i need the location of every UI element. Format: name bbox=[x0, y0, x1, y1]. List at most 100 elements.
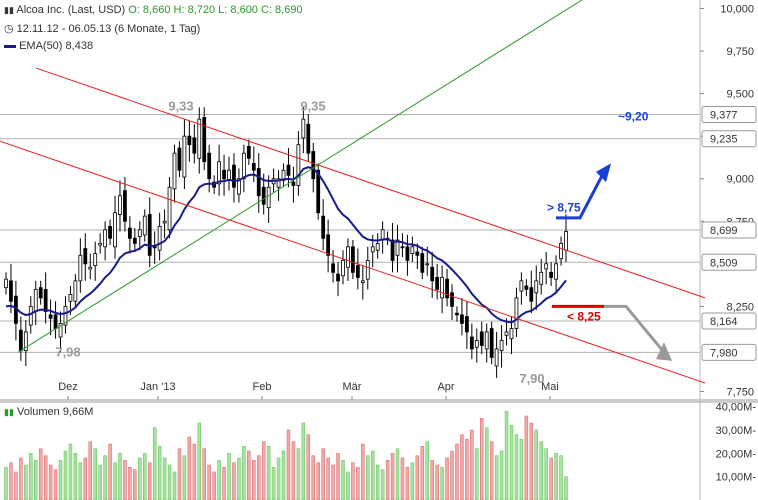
volume-bar bbox=[58, 460, 63, 500]
candle-body bbox=[172, 152, 177, 190]
volume-bar bbox=[395, 448, 400, 500]
volume-bar bbox=[157, 446, 162, 500]
volume-bar bbox=[544, 448, 548, 500]
candle-body bbox=[544, 263, 549, 270]
volume-bar bbox=[460, 434, 464, 500]
volume-bar bbox=[118, 453, 122, 500]
candle-body bbox=[390, 239, 395, 261]
volume-bar bbox=[103, 455, 107, 500]
candle-body bbox=[63, 305, 68, 326]
candle-body bbox=[395, 239, 400, 256]
candle-body bbox=[232, 164, 236, 188]
volume-bar bbox=[48, 464, 53, 500]
candle-body bbox=[241, 152, 246, 180]
volume-bar bbox=[212, 471, 216, 500]
candle-body bbox=[83, 248, 88, 265]
channel-upper-line bbox=[35, 67, 706, 299]
up-target-arrow bbox=[556, 171, 606, 220]
volume-tick-label: 10,00M- bbox=[716, 472, 757, 484]
volume-bar bbox=[123, 460, 127, 500]
candle-body bbox=[440, 277, 444, 299]
y-tick-label: 9,750 bbox=[726, 46, 754, 58]
candle-body bbox=[93, 253, 98, 266]
volume-bar bbox=[484, 427, 489, 500]
volume-bar bbox=[192, 443, 197, 500]
candle-body bbox=[18, 329, 23, 352]
y-tick-label: 9,000 bbox=[726, 174, 754, 186]
candle-body bbox=[504, 331, 509, 336]
annotation-label: ~9,20 bbox=[618, 110, 649, 124]
candle-body bbox=[375, 243, 380, 251]
level-tag-label: 7,980 bbox=[710, 347, 738, 359]
candle-body bbox=[489, 328, 494, 358]
candle-body bbox=[167, 186, 172, 231]
candle-body bbox=[246, 145, 251, 159]
candle-body bbox=[430, 266, 435, 282]
volume-bar bbox=[281, 450, 286, 500]
volume-bar bbox=[306, 434, 311, 500]
candle-body bbox=[132, 237, 137, 244]
candle-body bbox=[202, 117, 207, 163]
volume-bar bbox=[98, 464, 102, 500]
candle-body bbox=[464, 316, 469, 333]
candle-body bbox=[38, 287, 43, 299]
volume-bar bbox=[93, 448, 97, 500]
candle-body bbox=[162, 220, 167, 224]
volume-bar bbox=[361, 443, 365, 500]
candle-body bbox=[147, 214, 152, 256]
candle-body bbox=[336, 273, 340, 282]
volume-bar bbox=[425, 441, 429, 500]
volume-bar bbox=[435, 464, 439, 500]
candle-body bbox=[68, 294, 73, 302]
volume-bar bbox=[172, 471, 177, 500]
candle-body bbox=[261, 186, 266, 205]
channel-lower-line bbox=[0, 140, 706, 384]
candle-body bbox=[494, 348, 499, 367]
candle-body bbox=[509, 328, 514, 340]
volume-bar bbox=[450, 450, 454, 500]
candle-body bbox=[534, 280, 539, 294]
volume-bar bbox=[162, 457, 167, 500]
candle-body bbox=[251, 163, 256, 171]
volume-bar bbox=[257, 455, 261, 500]
level-tag-label: 8,164 bbox=[710, 316, 738, 328]
candle-body bbox=[301, 118, 306, 139]
volume-bar bbox=[445, 457, 449, 500]
candle-body bbox=[321, 215, 326, 239]
low-value: L: 8,600 bbox=[218, 4, 258, 16]
volume-bar bbox=[78, 462, 83, 500]
candle-body bbox=[73, 280, 78, 302]
level-tag bbox=[701, 343, 757, 361]
candle-body bbox=[425, 263, 430, 266]
annotation-label: 7,90 bbox=[519, 371, 544, 386]
candle-body bbox=[539, 271, 544, 285]
candle-body bbox=[266, 186, 271, 209]
down-target-arrowhead bbox=[656, 342, 672, 361]
volume-bar bbox=[480, 418, 484, 500]
down-target-arrow bbox=[604, 304, 666, 354]
level-tag bbox=[701, 130, 757, 148]
volume-bar bbox=[564, 476, 568, 500]
volume-bar bbox=[227, 453, 231, 500]
volume-bar bbox=[217, 460, 221, 500]
candle-body bbox=[217, 161, 221, 185]
level-tag bbox=[701, 221, 757, 239]
volume-bar bbox=[534, 429, 539, 500]
chart-title: Alcoa Inc. (Last, USD) bbox=[16, 4, 126, 16]
candle-body bbox=[43, 288, 48, 312]
candle-body bbox=[53, 314, 58, 329]
candle-body bbox=[479, 331, 484, 346]
candle-body bbox=[142, 215, 147, 236]
volume-bar bbox=[410, 462, 415, 500]
volume-bar bbox=[14, 471, 18, 500]
volume-bar bbox=[559, 455, 563, 500]
volume-bar bbox=[33, 460, 38, 500]
candle-body bbox=[554, 263, 558, 280]
close-value: C: 8,690 bbox=[261, 4, 303, 16]
volume-bar bbox=[415, 455, 420, 500]
level-tag-label: 9,235 bbox=[710, 134, 738, 146]
volume-bar bbox=[232, 462, 236, 500]
volume-bar bbox=[286, 429, 291, 500]
